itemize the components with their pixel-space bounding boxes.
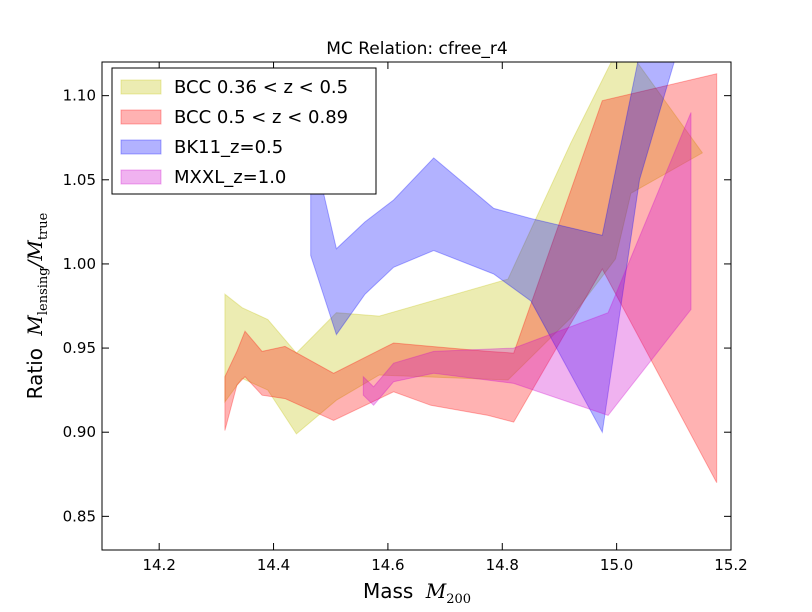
legend-label-1: BCC 0.5 < z < 0.89 [174,107,348,128]
legend-label-3: MXXL_z=1.0 [174,167,286,188]
y-axis-math: M [23,315,47,337]
x-tick-label-2: 14.6 [371,556,404,574]
x-tick-label-0: 14.2 [142,556,175,574]
y-tick-label-0: 0.85 [63,507,96,525]
x-axis-title: Mass M200 [363,579,471,607]
series-band-2 [310,62,675,434]
y-tick-label-3: 1.00 [63,255,96,273]
x-axis-math: M [425,579,447,603]
y-axis-math-sub: lensing [36,267,51,315]
legend-label-0: BCC 0.36 < z < 0.5 [174,77,348,98]
y-tick-label-4: 1.05 [63,171,96,189]
y-axis-title: Ratio Mlensing/Mtrue [23,212,51,399]
y-axis-label: Ratio [23,348,47,399]
legend-frame [111,67,377,195]
series-band-1 [224,73,718,483]
chart-title: MC Relation: cfree_r4 [326,39,507,59]
x-tick-label-4: 15.0 [600,556,633,574]
x-tick-label-1: 14.4 [257,556,290,574]
plot-frame [101,61,732,551]
y-tick-label-1: 0.90 [63,423,96,441]
legend-swatch-1 [120,109,162,125]
ticks-layer: 14.2 14.4 14.6 14.8 15.0 15.2 0.85 0.90 0.95 1.00… [63,62,748,574]
series-band-3 [362,112,692,416]
y-axis-math-sub2: true [36,212,51,240]
y-tick-label-2: 0.95 [63,339,96,357]
series-layer [224,62,718,483]
legend-swatch-2 [120,139,162,155]
x-axis-math-sub: 200 [446,592,471,607]
x-tick-label-5: 15.2 [714,556,747,574]
y-tick-label-5: 1.10 [63,87,96,105]
legend-swatch-3 [120,169,162,185]
x-axis-label: Mass [363,579,413,603]
y-axis-math-div: /M [23,240,47,270]
x-tick-label-3: 14.8 [486,556,519,574]
legend-swatch-0 [120,79,162,95]
legend-label-2: BK11_z=0.5 [174,137,283,158]
series-band-0 [224,62,704,435]
legend: BCC 0.36 < z < 0.5 BCC 0.5 < z < 0.89 BK11… [111,67,377,195]
